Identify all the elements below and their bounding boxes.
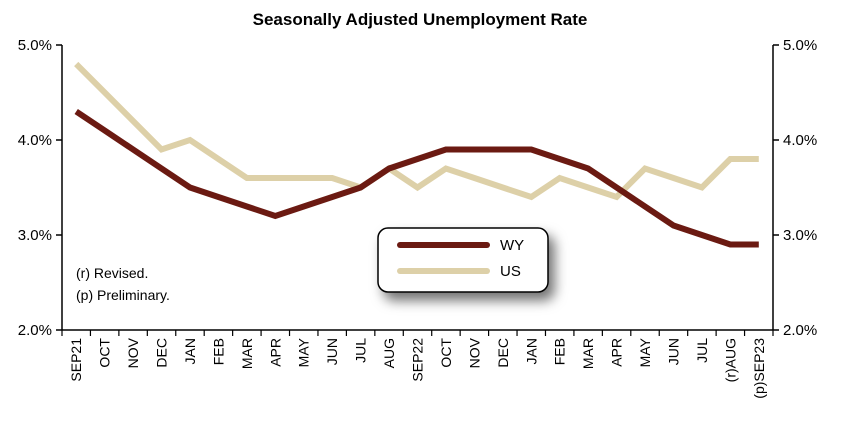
series-line-wy [74,109,759,248]
y-axis-labels-right: 2.0% 3.0% 4.0% 5.0% [783,37,817,339]
x-tick-label: SEP22 [410,338,426,382]
y-tick-label-left: 5.0% [18,37,52,54]
x-tick-label: SEP21 [68,338,84,382]
x-tick-label: JUL [353,338,369,363]
legend: WY US [377,227,549,293]
chart-title: Seasonally Adjusted Unemployment Rate [253,10,588,29]
x-tick-label: JAN [523,338,539,364]
x-tick-label: MAR [239,338,255,369]
x-axis-labels: SEP21 OCT NOV DEC JAN FEB MAR APR MAY JUN JUL AUG SE… [68,337,767,398]
x-tick-label: NOV [466,337,482,368]
x-tick-label: OCT [97,338,113,368]
y-tick-label-left: 3.0% [18,227,52,244]
y-tick-label-right: 3.0% [783,227,817,244]
y-axis-labels-left: 2.0% 3.0% 4.0% 5.0% [18,37,52,339]
x-tick-label: DEC [495,338,511,368]
y-tick-label-right: 2.0% [783,322,817,339]
x-tick-label: APR [609,338,625,367]
x-tick-label: MAY [637,337,653,367]
x-tick-label: MAR [580,338,596,369]
note-revised: (r) Revised. [76,265,148,281]
y-tick-label-left: 2.0% [18,322,52,339]
x-tick-label: FEB [552,338,568,365]
legend-label-wy: WY [500,237,524,254]
x-tick-label: OCT [438,338,454,368]
x-tick-label: NOV [125,337,141,368]
x-tick-label: AUG [381,338,397,368]
x-tick-label: APR [267,338,283,367]
x-tick-label: JUN [665,338,681,365]
y-tick-label-left: 4.0% [18,132,52,149]
series-layer [74,61,759,248]
x-tick-label: JUL [694,338,710,363]
note-preliminary: (p) Preliminary. [76,287,170,303]
x-tick-label: FEB [210,338,226,365]
x-tick-label: MAY [296,337,312,367]
x-tick-label: JUN [324,338,340,365]
legend-label-us: US [500,263,521,280]
x-tick-label: (r)AUG [722,338,738,382]
x-tick-label: (p)SEP23 [751,338,767,399]
series-line-us [74,61,759,201]
x-tick-label: JAN [182,338,198,364]
y-tick-label-right: 4.0% [783,132,817,149]
x-tick-label: DEC [154,338,170,368]
ticks-layer [56,44,779,336]
y-tick-label-right: 5.0% [783,37,817,54]
